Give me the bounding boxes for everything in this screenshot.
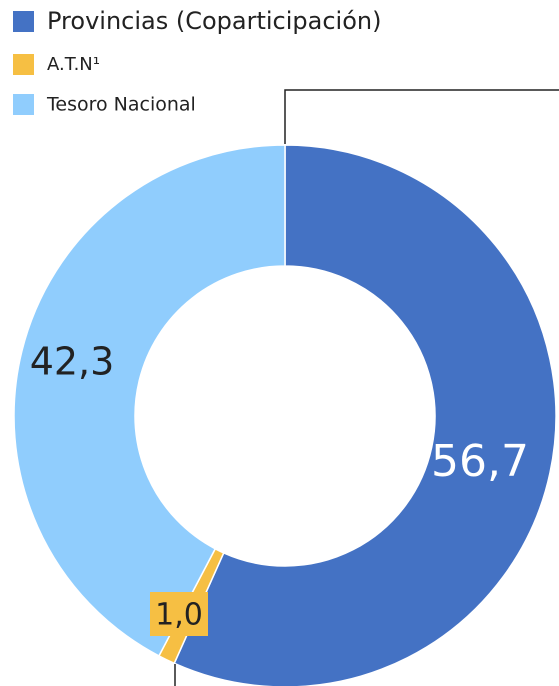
legend-swatch	[13, 54, 34, 75]
label-box	[150, 592, 208, 636]
legend-label: A.T.N¹	[47, 54, 100, 75]
legend-swatch	[13, 94, 34, 115]
legend-label: Provincias (Coparticipación)	[47, 7, 381, 35]
data-label: 1,0	[155, 598, 203, 633]
legend-label: Tesoro Nacional	[46, 94, 196, 116]
donut	[13, 144, 557, 686]
slice	[173, 144, 557, 686]
leader-line	[284, 89, 559, 144]
data-label: 56,7	[431, 436, 529, 487]
slice	[13, 144, 286, 657]
data-label: 42,3	[30, 340, 115, 384]
legend-swatch	[13, 11, 34, 32]
